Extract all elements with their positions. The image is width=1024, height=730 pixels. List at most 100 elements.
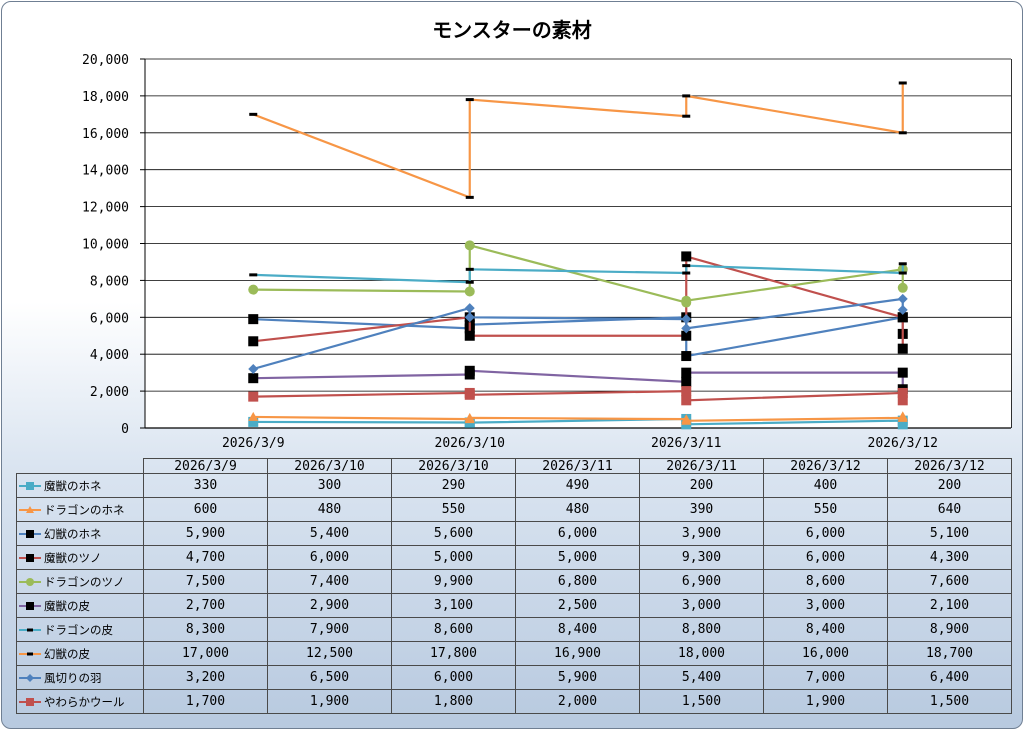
table-cell: 8,800 [639, 617, 764, 642]
legend-key [19, 698, 41, 706]
x-tick-label: 2026/3/11 [651, 436, 721, 451]
data-point [681, 330, 692, 341]
table-row: ドラゴンのホネ 600 480 550 480 390 550 640 [16, 497, 1012, 522]
data-point [897, 343, 908, 354]
data-point [897, 304, 908, 315]
table-cell: 6,800 [515, 569, 640, 594]
table-cell: 9,900 [391, 569, 516, 594]
table-cell: 5,000 [391, 545, 516, 570]
table-cell: 2,000 [515, 689, 640, 714]
table-cell: 330 [143, 473, 268, 498]
plot-right-border [1011, 59, 1012, 428]
data-point [898, 262, 907, 266]
table-cell: 2,100 [887, 593, 1012, 618]
table-column-header: 2026/3/9 [143, 458, 268, 474]
data-point [248, 284, 259, 295]
table-row: 魔獣の皮 2,700 2,900 3,100 2,500 3,000 3,000 2,100 [16, 593, 1012, 618]
table-cell: 5,600 [391, 521, 516, 546]
legend-entry: ドラゴンの皮 [16, 617, 144, 642]
data-point [464, 312, 475, 323]
y-tick-label: 4,000 [90, 348, 129, 363]
table-cell: 1,900 [763, 689, 888, 714]
data-point [248, 373, 259, 384]
table-cell: 3,000 [639, 593, 764, 618]
table-cell: 9,300 [639, 545, 764, 570]
y-tick-label: 16,000 [82, 127, 129, 142]
table-cell: 8,400 [515, 617, 640, 642]
data-point [681, 376, 692, 387]
table-cell: 8,600 [391, 617, 516, 642]
table-row: 幻獣のホネ 5,900 5,400 5,600 6,000 3,900 6,000 5,100 [16, 521, 1012, 546]
legend-label: 風切りの羽 [44, 670, 102, 685]
legend-label: ドラゴンのホネ [44, 502, 125, 517]
data-point [681, 395, 692, 406]
table-cell: 1,700 [143, 689, 268, 714]
table-cell: 5,900 [515, 665, 640, 690]
data-point [897, 395, 908, 406]
table-cell: 640 [887, 497, 1012, 522]
table-row: やわらかウール 1,700 1,900 1,800 2,000 1,500 1,900 1,5… [16, 689, 1012, 714]
data-point [681, 295, 692, 306]
table-cell: 600 [143, 497, 268, 522]
table-cell: 1,500 [887, 689, 1012, 714]
table-cell: 1,800 [391, 689, 516, 714]
legend-entry: 風切りの羽 [16, 665, 144, 690]
legend-key [19, 652, 41, 656]
table-cell: 7,900 [267, 617, 392, 642]
table-row: 魔獣のホネ 330 300 290 490 200 400 200 [16, 473, 1012, 498]
table-cell: 4,700 [143, 545, 268, 570]
table-row: 魔獣のツノ 4,700 6,000 5,000 5,000 9,300 6,000 4,300 [16, 545, 1012, 570]
legend-label: 魔獣のホネ [44, 478, 102, 493]
data-point [681, 314, 692, 325]
y-tick-label: 10,000 [82, 238, 129, 253]
legend-label: やわらかウール [44, 694, 125, 709]
data-point [465, 98, 474, 102]
table-cell: 490 [515, 473, 640, 498]
table-header-row: 2026/3/9 2026/3/10 2026/3/10 2026/3/11 2026/… [16, 458, 1012, 474]
legend-label: 幻獣の皮 [44, 646, 90, 661]
y-tick-label: 12,000 [82, 201, 129, 216]
table-column-header: 2026/3/12 [887, 458, 1012, 474]
data-point [681, 251, 692, 262]
legend-label: ドラゴンの皮 [44, 622, 113, 637]
table-cell: 6,500 [267, 665, 392, 690]
legend-entry: ドラゴンのホネ [16, 497, 144, 522]
table-cell: 550 [763, 497, 888, 522]
table-cell: 3,200 [143, 665, 268, 690]
data-table: 2026/3/9 2026/3/10 2026/3/10 2026/3/11 2026/… [16, 458, 1012, 714]
table-cell: 6,000 [267, 545, 392, 570]
y-tick-label: 0 [121, 422, 129, 437]
data-point [897, 312, 908, 323]
table-column-header: 2026/3/10 [267, 458, 392, 474]
table-cell: 6,000 [763, 545, 888, 570]
table-column-header: 2026/3/11 [639, 458, 764, 474]
table-cell: 3,900 [639, 521, 764, 546]
chart-title: モンスターの素材 [432, 18, 592, 42]
x-tick-label: 2026/3/12 [868, 436, 938, 451]
legend-key [19, 482, 41, 490]
table-cell: 1,500 [639, 689, 764, 714]
data-point [898, 81, 907, 85]
table-cell: 8,600 [763, 569, 888, 594]
table-cell: 18,700 [887, 641, 1012, 666]
legend-label: 魔獣のツノ [44, 550, 102, 565]
data-point [681, 323, 692, 334]
table-cell: 18,000 [639, 641, 764, 666]
table-cell: 8,900 [887, 617, 1012, 642]
table-corner [16, 458, 144, 474]
data-point [248, 314, 259, 325]
table-column-header: 2026/3/11 [515, 458, 640, 474]
table-cell: 7,400 [267, 569, 392, 594]
table-cell: 5,900 [143, 521, 268, 546]
legend-label: 幻獣のホネ [44, 526, 102, 541]
data-point [897, 282, 908, 293]
legend-key [19, 530, 41, 538]
legend-entry: やわらかウール [16, 689, 144, 714]
y-tick-label: 8,000 [90, 274, 129, 289]
legend-key [19, 674, 41, 682]
table-cell: 17,800 [391, 641, 516, 666]
legend-entry: 魔獣のツノ [16, 545, 144, 570]
table-row: ドラゴンのツノ 7,500 7,400 9,900 6,800 6,900 8,600 7,6… [16, 569, 1012, 594]
table-cell: 2,900 [267, 593, 392, 618]
